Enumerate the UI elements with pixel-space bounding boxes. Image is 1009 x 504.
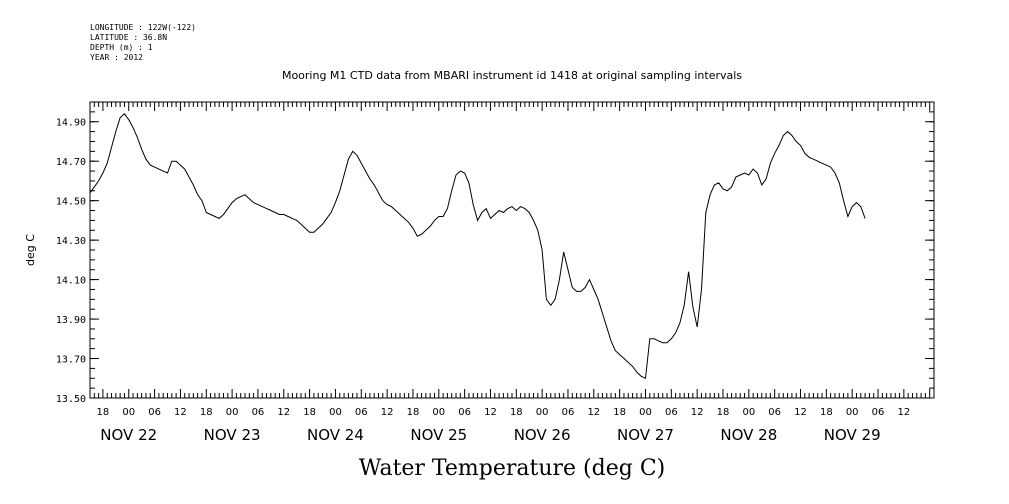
x-hour-tick-label: 18 bbox=[613, 407, 626, 418]
y-axis-label: deg C bbox=[24, 234, 37, 266]
y-axis: 13.50 13.70 13.90 14.10 14.30 14.50 14.70 14.90 bbox=[56, 101, 934, 405]
x-hour-tick-label: 06 bbox=[355, 407, 368, 418]
y-tick-label: 13.50 bbox=[56, 394, 86, 405]
x-hour-tick-label: 12 bbox=[277, 407, 290, 418]
x-hour-tick-label: 12 bbox=[381, 407, 394, 418]
x-hour-tick-label: 06 bbox=[872, 407, 885, 418]
x-hour-tick-label: 00 bbox=[226, 407, 239, 418]
x-axis-label: Water Temperature (deg C) bbox=[359, 456, 666, 481]
x-hour-tick-label: 06 bbox=[562, 407, 575, 418]
x-hour-tick-label: 06 bbox=[252, 407, 265, 418]
y-tick-label: 13.70 bbox=[56, 355, 86, 366]
x-hour-tick-label: 12 bbox=[794, 407, 807, 418]
x-hour-tick-label: 00 bbox=[329, 407, 342, 418]
y-tick-label: 13.90 bbox=[56, 315, 86, 326]
longitude-label: LONGITUDE : 122W(-122) bbox=[90, 23, 196, 32]
x-hour-tick-label: 18 bbox=[717, 407, 730, 418]
x-hour-tick-label: 12 bbox=[897, 407, 910, 418]
x-hour-tick-label: 18 bbox=[510, 407, 523, 418]
x-hour-tick-label: 18 bbox=[200, 407, 213, 418]
year-label: YEAR : 2012 bbox=[90, 53, 143, 62]
depth-label: DEPTH (m) : 1 bbox=[90, 43, 153, 52]
y-tick-label: 14.30 bbox=[56, 236, 86, 247]
plot-frame bbox=[89, 101, 935, 399]
x-hour-tick-label: 00 bbox=[639, 407, 652, 418]
x-hour-tick-label: 06 bbox=[665, 407, 678, 418]
latitude-label: LATITUDE : 36.8N bbox=[90, 33, 167, 42]
x-day-label: NOV 28 bbox=[720, 426, 777, 444]
x-hour-tick-label: 18 bbox=[407, 407, 420, 418]
x-day-label: NOV 22 bbox=[100, 426, 157, 444]
x-hour-tick-label: 06 bbox=[148, 407, 161, 418]
x-hour-tick-label: 00 bbox=[432, 407, 445, 418]
x-hour-tick-label: 00 bbox=[536, 407, 549, 418]
x-hour-tick-label: 00 bbox=[122, 407, 135, 418]
x-hour-tick-label: 18 bbox=[303, 407, 316, 418]
x-hour-tick-label: 06 bbox=[458, 407, 471, 418]
x-hour-tick-label: 00 bbox=[742, 407, 755, 418]
water-temperature-line bbox=[89, 113, 866, 380]
y-tick-label: 14.50 bbox=[56, 197, 86, 208]
x-hour-tick-label: 12 bbox=[484, 407, 497, 418]
x-hour-tick-label: 12 bbox=[174, 407, 187, 418]
chart-title: Mooring M1 CTD data from MBARI instrumen… bbox=[282, 69, 742, 82]
x-day-label: NOV 24 bbox=[307, 426, 364, 444]
x-day-label: NOV 26 bbox=[514, 426, 571, 444]
x-hour-tick-label: 12 bbox=[587, 407, 600, 418]
x-axis: 18 00 06 12 18 00 06 12 18 00 06 12 18 00 06 12 18 00 06 12… bbox=[89, 102, 935, 444]
x-day-label: NOV 23 bbox=[204, 426, 261, 444]
x-day-label: NOV 29 bbox=[824, 426, 881, 444]
x-hour-tick-label: 18 bbox=[820, 407, 833, 418]
y-tick-label: 14.10 bbox=[56, 276, 86, 287]
x-day-label: NOV 27 bbox=[617, 426, 674, 444]
y-tick-label: 14.70 bbox=[56, 157, 86, 168]
x-hour-tick-label: 18 bbox=[97, 407, 110, 418]
x-day-label: NOV 25 bbox=[410, 426, 467, 444]
x-hour-tick-label: 12 bbox=[691, 407, 704, 418]
x-hour-tick-label: 06 bbox=[768, 407, 781, 418]
x-hour-tick-label: 00 bbox=[846, 407, 859, 418]
y-tick-label: 14.90 bbox=[56, 118, 86, 129]
